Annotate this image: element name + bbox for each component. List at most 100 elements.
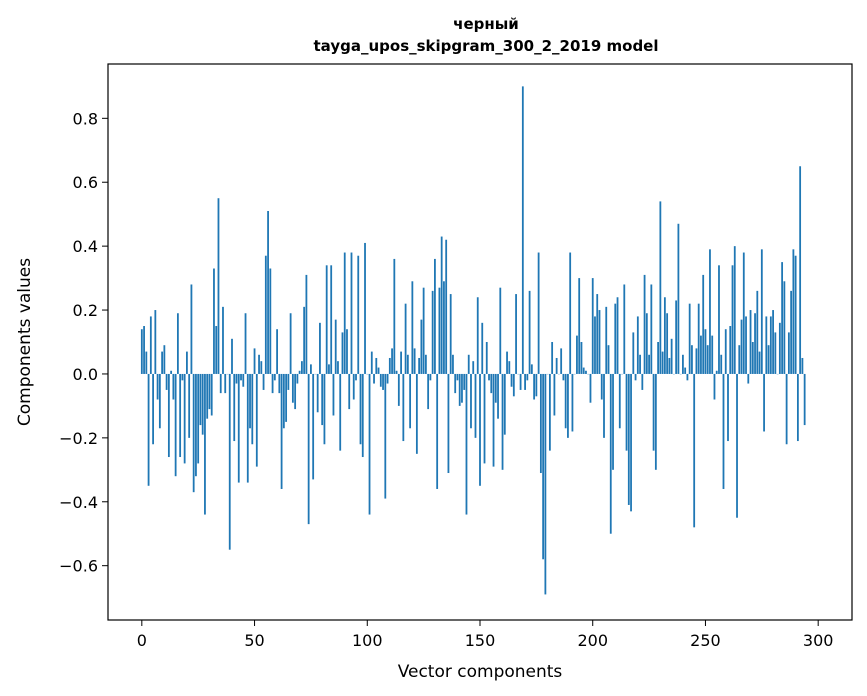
bar bbox=[411, 281, 414, 374]
bar bbox=[700, 335, 702, 374]
bar bbox=[537, 252, 540, 374]
bar bbox=[350, 252, 353, 374]
y-axis: −0.6 −0.4 −0.2 0.0 0.2 0.4 0.6 0.8 bbox=[59, 109, 108, 576]
bar bbox=[431, 290, 434, 374]
bar bbox=[461, 373, 463, 403]
bar bbox=[652, 373, 655, 451]
bar bbox=[370, 351, 373, 374]
bar bbox=[510, 373, 513, 387]
bar bbox=[440, 236, 443, 374]
bar bbox=[736, 373, 738, 518]
bar bbox=[600, 373, 603, 400]
bar bbox=[388, 357, 391, 374]
chart-subtitle: tayga_upos_skipgram_300_2_2019 model bbox=[314, 37, 659, 55]
bar bbox=[294, 373, 297, 410]
bar bbox=[406, 354, 409, 374]
bar bbox=[524, 373, 526, 390]
bar bbox=[709, 249, 711, 374]
bar bbox=[627, 373, 630, 505]
bar bbox=[364, 242, 366, 374]
bar bbox=[503, 373, 506, 435]
bar bbox=[447, 373, 450, 474]
bar bbox=[783, 281, 786, 374]
bar bbox=[310, 364, 312, 374]
bar bbox=[594, 316, 596, 374]
bar bbox=[632, 332, 635, 374]
bar bbox=[596, 294, 599, 374]
bar bbox=[319, 322, 321, 374]
bar bbox=[636, 316, 639, 374]
bar bbox=[368, 373, 371, 515]
bar bbox=[625, 373, 628, 451]
bar bbox=[156, 373, 159, 400]
bar bbox=[312, 373, 315, 480]
bar bbox=[215, 326, 218, 374]
bar bbox=[803, 373, 806, 426]
bar bbox=[183, 373, 186, 464]
bar bbox=[181, 373, 184, 381]
bar bbox=[269, 268, 272, 374]
bar bbox=[706, 345, 709, 374]
x-tick-label: 250 bbox=[690, 631, 721, 650]
bar bbox=[228, 373, 231, 550]
bar bbox=[192, 373, 195, 493]
bars-group bbox=[140, 86, 806, 595]
bar bbox=[244, 313, 247, 374]
bar bbox=[379, 373, 382, 387]
bar bbox=[174, 373, 177, 477]
bar bbox=[745, 316, 747, 374]
bar bbox=[418, 357, 421, 374]
bar bbox=[291, 373, 294, 403]
bar bbox=[528, 290, 531, 374]
bar bbox=[519, 373, 522, 390]
bar bbox=[249, 373, 251, 429]
bar bbox=[544, 373, 547, 595]
bar bbox=[727, 373, 729, 442]
bar bbox=[539, 373, 542, 474]
bar bbox=[508, 361, 511, 374]
bar bbox=[591, 278, 594, 374]
bar bbox=[682, 354, 684, 374]
bar bbox=[204, 373, 206, 515]
bar bbox=[666, 313, 669, 374]
bar bbox=[190, 284, 193, 374]
bar bbox=[751, 342, 754, 374]
bar bbox=[328, 364, 330, 374]
bar bbox=[659, 201, 662, 374]
bar bbox=[481, 322, 484, 374]
bar bbox=[147, 373, 150, 486]
bar bbox=[276, 329, 278, 374]
bar bbox=[289, 313, 292, 374]
bar bbox=[697, 303, 700, 374]
bar bbox=[255, 373, 258, 467]
bar bbox=[548, 373, 551, 451]
bar bbox=[695, 348, 698, 374]
bar bbox=[172, 373, 175, 400]
bar bbox=[483, 373, 486, 464]
bar bbox=[533, 373, 536, 400]
bar bbox=[576, 335, 578, 374]
bar bbox=[359, 373, 362, 445]
bar bbox=[763, 373, 765, 432]
bar bbox=[222, 306, 224, 374]
y-tick-label: 0.0 bbox=[73, 365, 98, 384]
bar bbox=[794, 255, 797, 374]
bar bbox=[799, 166, 802, 374]
x-tick-label: 100 bbox=[352, 631, 383, 650]
bar bbox=[391, 348, 393, 374]
bar bbox=[262, 373, 265, 390]
bar bbox=[756, 290, 759, 374]
bar bbox=[567, 373, 569, 438]
bar bbox=[526, 373, 529, 381]
bar bbox=[337, 361, 339, 374]
y-axis-label: Components values bbox=[15, 258, 35, 426]
bar bbox=[195, 373, 197, 477]
bar bbox=[778, 322, 781, 374]
bar bbox=[316, 373, 319, 413]
y-tick-label: −0.6 bbox=[59, 557, 98, 576]
bar bbox=[499, 287, 502, 374]
bar bbox=[801, 357, 804, 374]
bar bbox=[199, 373, 202, 426]
bar bbox=[578, 278, 581, 374]
bar bbox=[704, 329, 707, 374]
